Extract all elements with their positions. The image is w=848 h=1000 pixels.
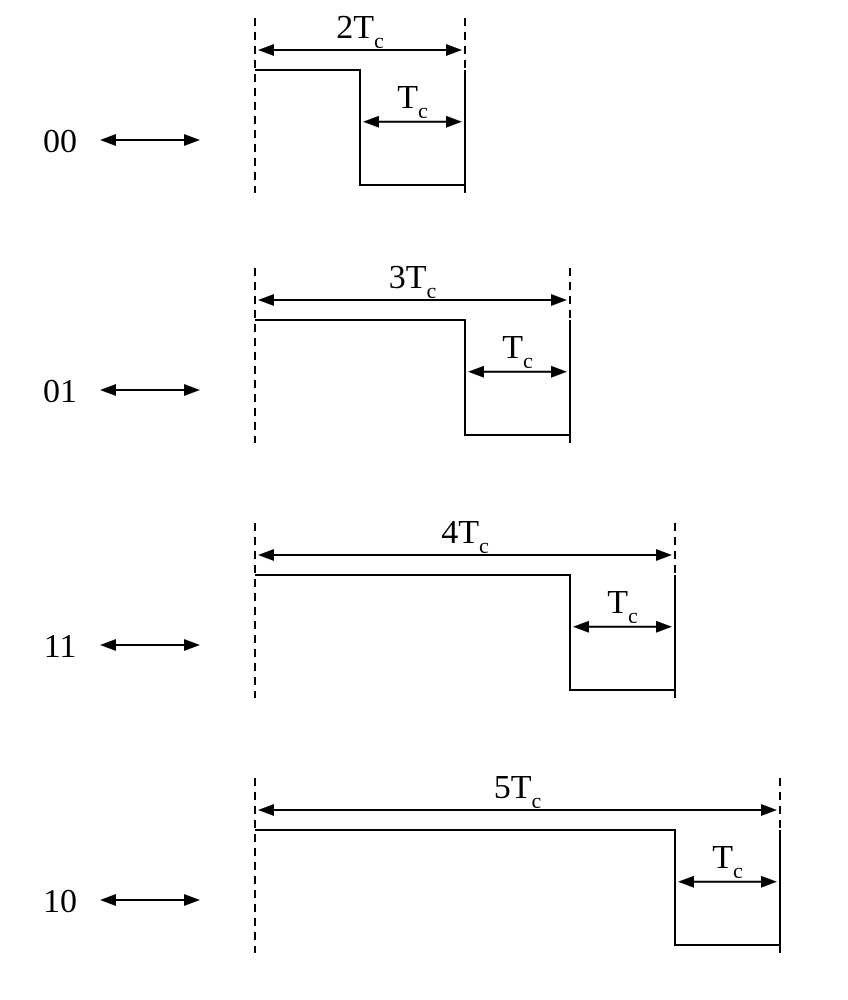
row-code-label: 01	[43, 373, 77, 410]
timing-diagram: 002TcTc013TcTc114TcTc105TcTc	[0, 0, 848, 1000]
row-code-label: 11	[44, 628, 77, 665]
row-code-label: 10	[43, 883, 77, 920]
row-code-label: 00	[43, 123, 77, 160]
